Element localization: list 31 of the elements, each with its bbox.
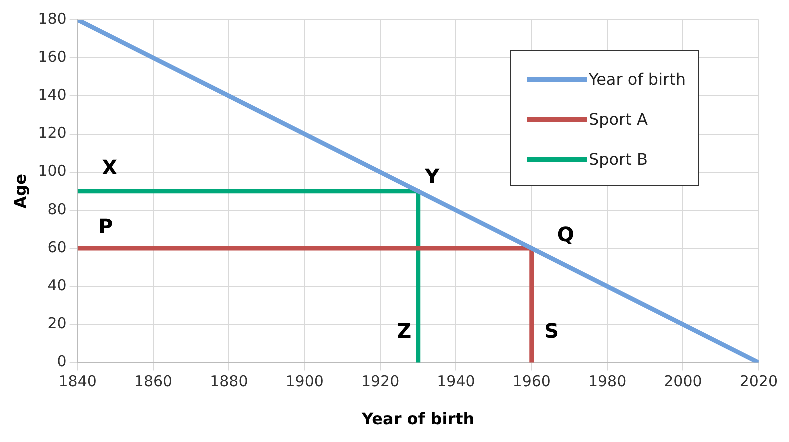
annotation: Y	[424, 164, 440, 189]
y-tick-label: 80	[48, 200, 67, 218]
legend-label: Sport B	[588, 150, 648, 168]
legend-label: Year of birth	[588, 70, 686, 88]
x-tick-label: 1920	[361, 372, 400, 391]
y-tick-label: 60	[48, 238, 67, 256]
annotation: P	[98, 214, 114, 239]
x-tick-label: 1980	[588, 372, 627, 391]
annotation: Z	[397, 319, 412, 344]
annotation: S	[544, 319, 560, 344]
x-tick-label: 2000	[664, 372, 702, 391]
y-tick-label: 180	[38, 10, 67, 28]
x-tick-label: 1900	[286, 372, 324, 391]
y-tick-label: 160	[38, 48, 67, 66]
x-tick-label: 1860	[134, 372, 173, 391]
y-tick-label: 120	[38, 124, 67, 142]
annotation: X	[102, 156, 118, 180]
legend-label: Sport A	[588, 110, 648, 128]
y-tick-label: 140	[38, 86, 67, 104]
x-tick-label: 2020	[740, 372, 778, 391]
x-axis-title: Year of birth	[361, 410, 475, 429]
annotation: Q	[557, 222, 574, 247]
x-tick-label: 1880	[210, 372, 248, 391]
y-tick-label: 40	[48, 276, 67, 295]
y-tick-label: 0	[57, 352, 67, 371]
y-axis-title: Age	[10, 174, 30, 209]
y-tick-label: 20	[48, 314, 67, 333]
x-tick-label: 1940	[437, 372, 476, 391]
x-tick-label: 1840	[58, 372, 97, 391]
y-tick-label: 100	[38, 162, 67, 180]
x-tick-label: 1960	[512, 372, 551, 391]
